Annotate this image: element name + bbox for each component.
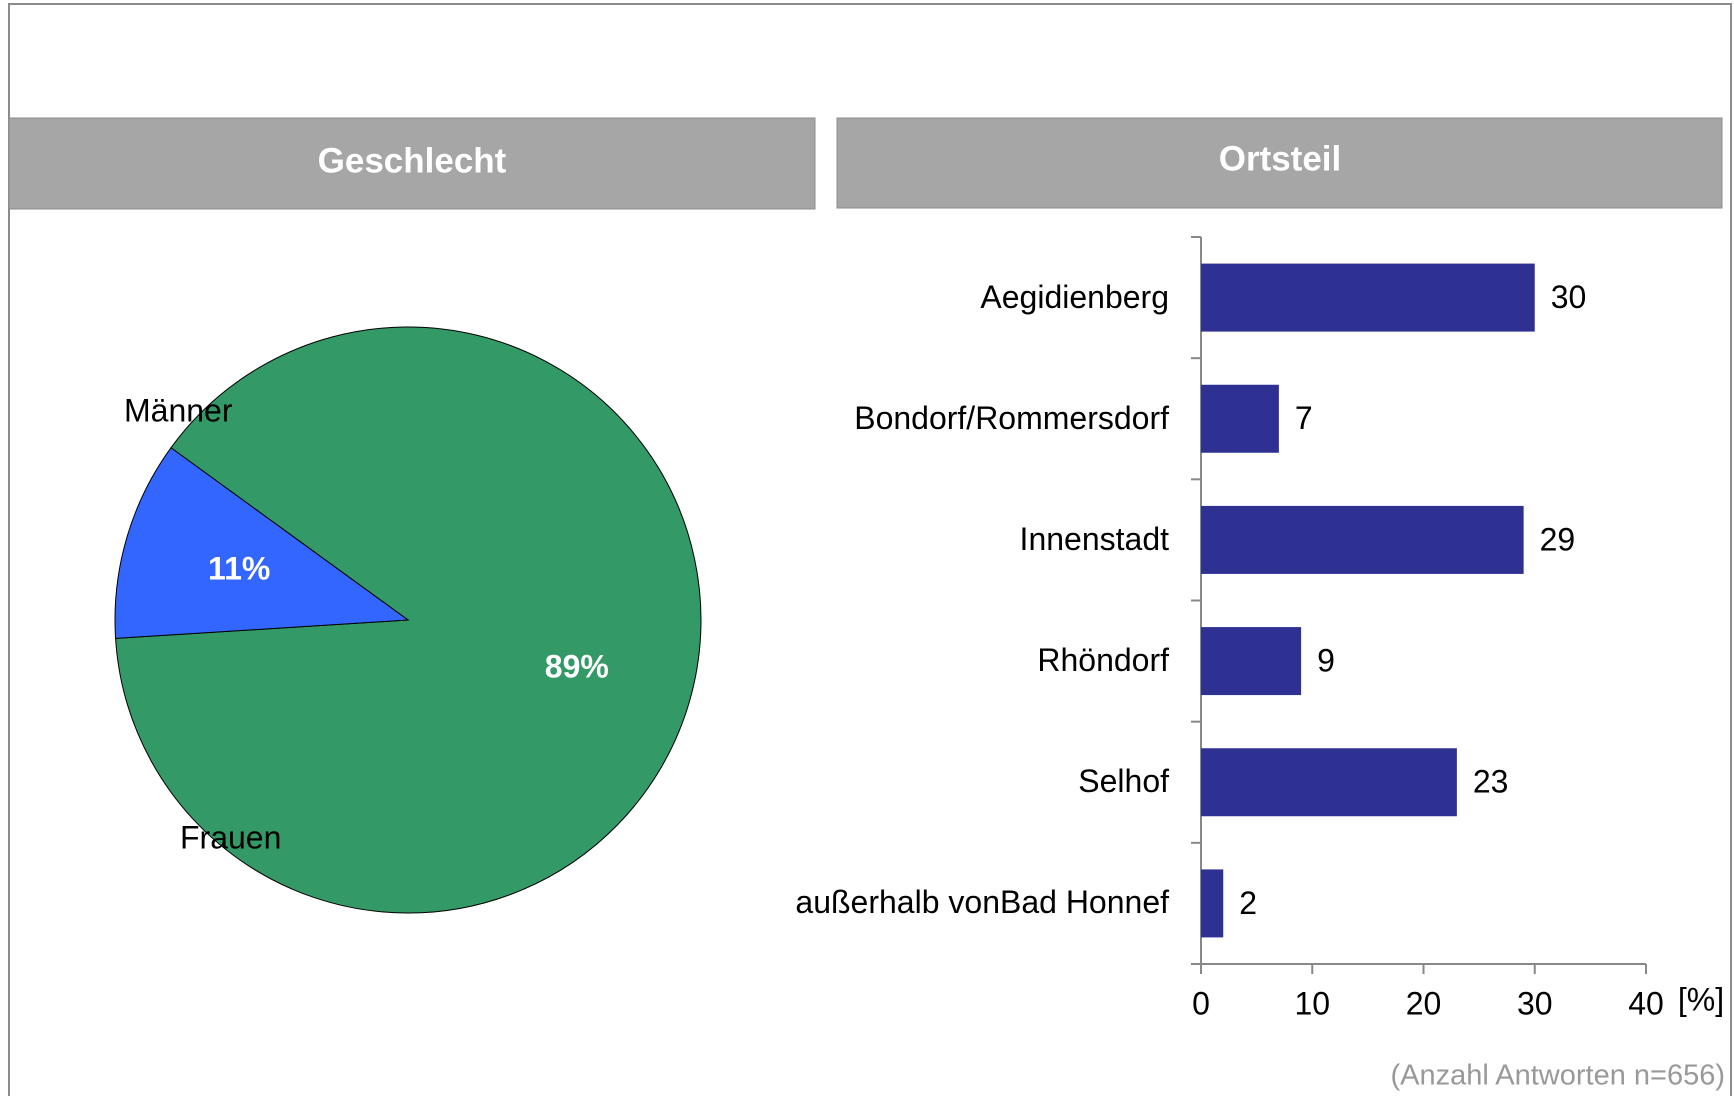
x-tick-label: 20 [1406, 985, 1442, 1021]
axis-label: [%] [1678, 981, 1724, 1017]
legend-label: Männer [124, 392, 233, 428]
chart-title: Ortsteil [1219, 139, 1342, 178]
pie-slice [114, 447, 410, 639]
y-tick-label: Selhof [1078, 763, 1169, 800]
data-label: 9 [1317, 643, 1335, 679]
data-label: 23 [1473, 764, 1509, 800]
bar [1201, 505, 1524, 574]
bar [1201, 869, 1224, 938]
note: (Anzahl Antworten n=656) [1390, 1060, 1725, 1092]
bar [1201, 263, 1535, 332]
y-tick-label: Rhöndorf [1037, 642, 1169, 679]
data-label: 29 [1540, 521, 1576, 557]
y-tick-label: außerhalb vonBad Honnef [795, 884, 1169, 921]
header-bar [8, 117, 816, 210]
x-tick-label: 0 [1192, 985, 1210, 1021]
data-label: 30 [1551, 279, 1587, 315]
x-tick-label: 40 [1628, 985, 1664, 1021]
y-tick-label: Bondorf/Rommersdorf [854, 399, 1169, 436]
data-label: 11% [208, 550, 270, 586]
bar [1201, 384, 1279, 453]
y-tick-label: Aegidienberg [980, 278, 1169, 315]
data-label: 7 [1295, 400, 1313, 436]
data-label: 2 [1239, 885, 1257, 921]
data-label: 89% [545, 648, 609, 684]
frame [8, 3, 1732, 1096]
chart-title: Geschlecht [318, 141, 507, 180]
bar [1201, 748, 1457, 817]
header-bar [836, 117, 1723, 209]
legend-label: Frauen [180, 819, 281, 855]
y-tick-label: Innenstadt [1019, 521, 1169, 558]
x-tick-label: 30 [1517, 985, 1553, 1021]
x-tick-label: 10 [1294, 985, 1330, 1021]
bar [1201, 627, 1302, 696]
